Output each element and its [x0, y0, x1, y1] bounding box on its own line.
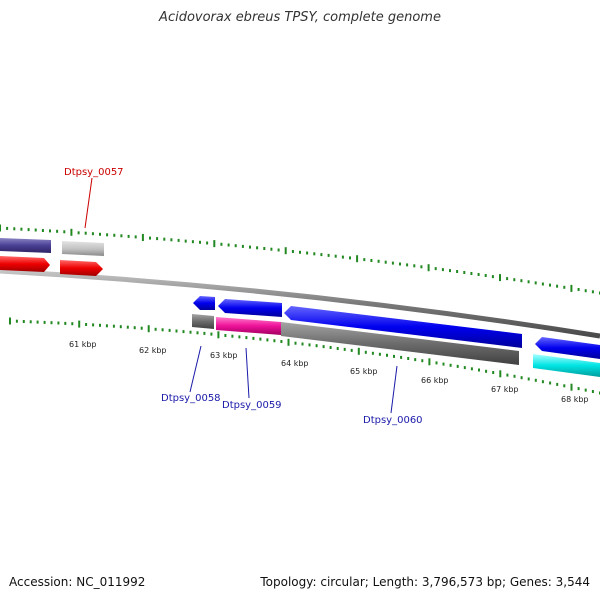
gene-arrow-purple — [0, 238, 51, 253]
scale-label-63: 63 kbp — [210, 351, 238, 360]
map-title: Acidovorax ebreus TPSY, complete genome — [159, 10, 441, 25]
gene-label-dtpsy-0059[interactable]: Dtpsy_0059 — [222, 400, 282, 411]
gene-arrow-red-2 — [60, 260, 103, 276]
gene-block-pink-0059 — [216, 317, 281, 335]
gene-arrow-blue-right — [535, 337, 600, 359]
leader-dtpsy-0059 — [245, 347, 250, 399]
gene-arrow-blue-dtpsy-0060 — [284, 306, 522, 348]
gene-block-gray-0058 — [192, 314, 214, 329]
gene-track-lower — [192, 296, 600, 377]
scale-label-66: 66 kbp — [421, 376, 449, 385]
leader-dtpsy-0057 — [84, 177, 93, 229]
gene-label-dtpsy-0058[interactable]: Dtpsy_0058 — [161, 393, 221, 404]
leader-dtpsy-0060 — [390, 365, 398, 414]
scale-label-68: 68 kbp — [561, 395, 589, 404]
gene-block-cyan — [533, 354, 600, 377]
scale-label-64: 64 kbp — [281, 359, 309, 368]
gene-label-dtpsy-0060[interactable]: Dtpsy_0060 — [363, 415, 423, 426]
gene-track-upper-left — [0, 238, 104, 276]
scale-label-61: 61 kbp — [69, 340, 97, 349]
gene-block-gray-0060 — [281, 322, 519, 365]
genome-backbone — [0, 268, 600, 339]
scale-labels: 61 kbp 62 kbp 63 kbp 64 kbp 65 kbp 66 kb… — [69, 340, 589, 404]
gene-arrow-gray-dtpsy-0057 — [62, 241, 104, 256]
scale-label-65: 65 kbp — [350, 367, 378, 376]
leader-dtpsy-0058 — [189, 345, 202, 393]
accession-text: Accession: NC_011992 — [9, 575, 146, 589]
inner-tick-row — [9, 317, 600, 395]
scale-label-62: 62 kbp — [139, 346, 167, 355]
scale-label-67: 67 kbp — [491, 385, 519, 394]
outer-tick-row — [0, 224, 600, 295]
gene-arrow-red-1 — [0, 256, 50, 272]
gene-label-dtpsy-0057[interactable]: Dtpsy_0057 — [64, 167, 124, 178]
gene-label-leaders — [84, 177, 398, 414]
gene-arrow-blue-dtpsy-0059 — [218, 299, 282, 317]
genome-summary-text: Topology: circular; Length: 3,796,573 bp… — [260, 575, 590, 589]
gene-arrow-blue-dtpsy-0058 — [193, 296, 215, 310]
